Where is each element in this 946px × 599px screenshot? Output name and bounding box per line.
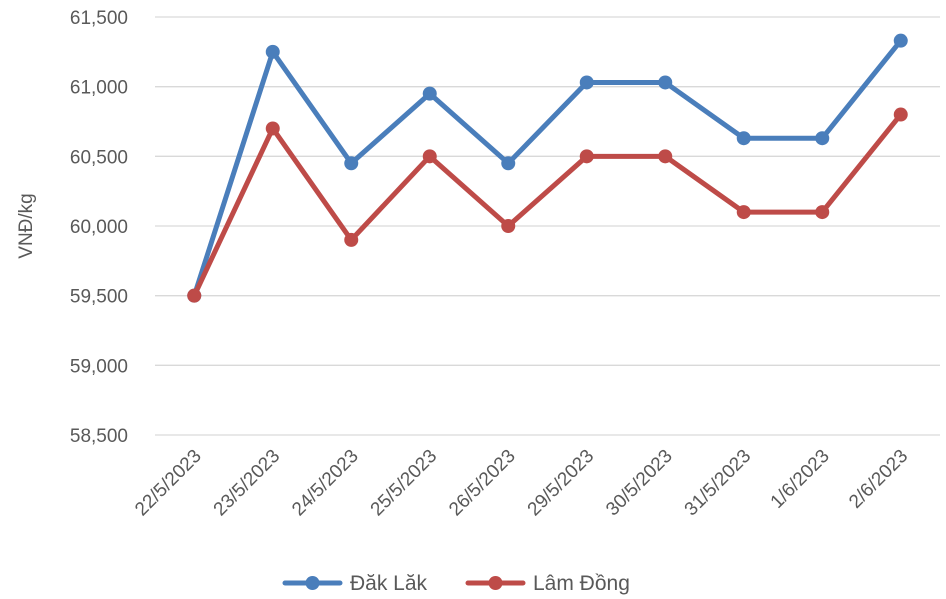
data-point	[422, 149, 437, 164]
gridlines	[155, 16, 940, 436]
legend-marker	[488, 576, 503, 590]
data-point	[579, 149, 594, 164]
x-tick-label: 31/5/2023	[681, 446, 756, 521]
legend-item: Lâm Đồng	[465, 572, 630, 595]
data-point	[501, 156, 516, 171]
x-tick-label: 30/5/2023	[602, 446, 677, 521]
data-point	[658, 75, 673, 90]
y-axis-ticks: 58,500 59,000 59,500 60,000 60,500 61,000 61,5…	[70, 8, 128, 447]
series-lines	[187, 33, 908, 303]
data-point	[501, 219, 516, 233]
x-tick-label: 29/5/2023	[524, 446, 599, 521]
data-point	[658, 149, 673, 164]
x-tick-label: 24/5/2023	[288, 446, 363, 521]
data-point	[893, 107, 908, 122]
data-point	[736, 131, 751, 146]
legend-label: Đăk Lăk	[350, 572, 428, 595]
x-tick-label: 25/5/2023	[367, 446, 442, 521]
data-point	[265, 121, 280, 136]
series-1	[187, 33, 908, 303]
x-tick-label: 1/6/2023	[767, 446, 834, 513]
data-point	[265, 44, 280, 59]
legend-item: Đăk Lăk	[282, 572, 428, 595]
y-axis-title: VNĐ/kg	[16, 193, 37, 258]
legend-label: Lâm Đồng	[533, 572, 630, 595]
x-tick-label: 26/5/2023	[445, 446, 520, 521]
data-point	[422, 86, 437, 101]
y-tick-label: 59,000	[70, 356, 128, 377]
data-point	[736, 205, 751, 220]
y-tick-label: 60,000	[70, 217, 128, 238]
series-2	[187, 107, 908, 303]
data-point	[815, 205, 830, 220]
legend-marker	[305, 576, 320, 590]
legend: Đăk Lăk Lâm Đồng	[282, 572, 630, 595]
y-tick-label: 59,500	[70, 287, 128, 308]
data-point	[893, 33, 908, 48]
x-tick-label: 23/5/2023	[210, 446, 285, 521]
x-tick-label: 22/5/2023	[131, 446, 206, 521]
data-point	[579, 75, 594, 90]
y-tick-label: 61,500	[70, 8, 128, 29]
y-tick-label: 60,500	[70, 147, 128, 168]
x-axis-ticks: 22/5/2023 23/5/2023 24/5/2023 25/5/2023 26/5…	[131, 446, 912, 521]
series-line	[191, 38, 904, 299]
x-tick-label: 2/6/2023	[845, 446, 912, 513]
y-tick-label: 58,500	[70, 426, 128, 447]
data-point	[344, 156, 359, 171]
data-point	[187, 288, 202, 303]
data-point	[344, 232, 359, 247]
series-line	[191, 112, 904, 299]
y-tick-label: 61,000	[70, 78, 128, 99]
data-point	[815, 131, 830, 146]
